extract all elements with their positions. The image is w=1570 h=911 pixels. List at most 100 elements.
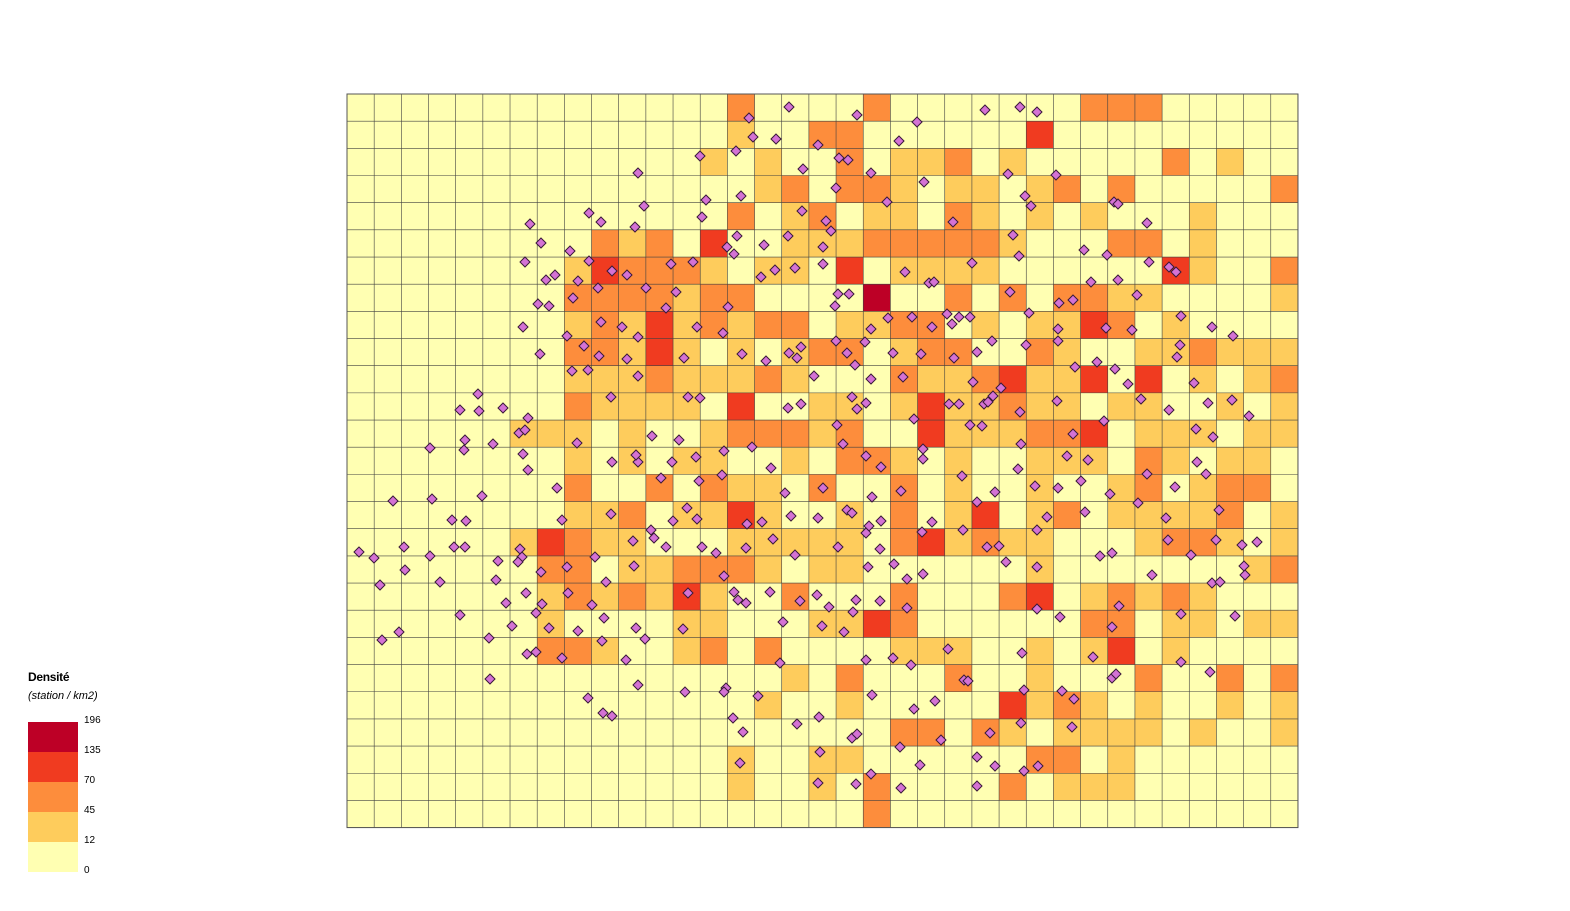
station-marker bbox=[621, 269, 633, 281]
station-marker bbox=[732, 594, 744, 606]
legend-break-0: 0 bbox=[84, 865, 90, 876]
grid-cell bbox=[727, 474, 755, 502]
grid-cell bbox=[347, 610, 375, 638]
station-marker bbox=[865, 768, 877, 780]
grid-cell bbox=[727, 447, 755, 475]
station-marker bbox=[640, 282, 652, 294]
grid-cell bbox=[754, 284, 783, 312]
grid-cell bbox=[673, 229, 701, 258]
grid-cell bbox=[1026, 365, 1054, 394]
station-marker bbox=[728, 586, 740, 598]
station-marker bbox=[589, 551, 601, 563]
station-marker bbox=[667, 515, 679, 527]
grid-cell bbox=[836, 637, 864, 665]
grid-cell bbox=[645, 175, 674, 204]
grid-cell bbox=[1270, 365, 1299, 394]
grid-cell bbox=[1189, 94, 1217, 122]
station-marker bbox=[953, 398, 965, 410]
grid-cell bbox=[1243, 121, 1272, 149]
station-marker bbox=[722, 301, 734, 313]
grid-cell bbox=[401, 583, 429, 611]
grid-cell bbox=[455, 365, 484, 394]
grid-cell bbox=[1162, 447, 1190, 475]
grid-cell bbox=[754, 94, 783, 122]
grid-cell bbox=[401, 175, 429, 204]
grid-cell bbox=[1107, 691, 1136, 720]
station-marker bbox=[632, 331, 644, 343]
station-marker bbox=[1243, 410, 1255, 422]
grid-cell bbox=[673, 175, 701, 204]
grid-cell bbox=[374, 528, 402, 557]
grid-cell bbox=[401, 257, 429, 285]
grid-cell bbox=[1189, 528, 1217, 557]
grid-cell bbox=[618, 121, 647, 149]
grid-cell bbox=[781, 202, 810, 231]
station-marker bbox=[1200, 468, 1212, 480]
station-marker bbox=[1023, 307, 1035, 319]
station-marker bbox=[534, 348, 546, 360]
grid-cell bbox=[1026, 637, 1054, 665]
grid-cell bbox=[944, 610, 973, 638]
station-marker bbox=[917, 453, 929, 465]
station-marker bbox=[673, 434, 685, 446]
station-marker bbox=[1100, 322, 1112, 334]
grid-cell bbox=[428, 94, 457, 122]
station-marker bbox=[399, 564, 411, 576]
grid-cell bbox=[510, 392, 538, 421]
grid-cell bbox=[510, 94, 538, 122]
grid-cell bbox=[836, 202, 864, 231]
station-marker bbox=[1094, 550, 1106, 562]
grid-cell bbox=[1243, 229, 1272, 258]
grid-cell bbox=[1107, 148, 1136, 176]
grid-cell bbox=[808, 338, 837, 367]
grid-cell bbox=[863, 718, 891, 747]
grid-cell bbox=[618, 338, 647, 367]
grid-cell bbox=[1216, 583, 1245, 611]
station-marker bbox=[645, 524, 657, 536]
station-marker bbox=[1204, 666, 1216, 678]
grid-cell bbox=[1216, 637, 1245, 665]
station-marker bbox=[694, 392, 706, 404]
grid-cell bbox=[1243, 257, 1272, 285]
station-marker bbox=[758, 239, 770, 251]
grid-cell bbox=[347, 420, 375, 448]
station-marker bbox=[532, 298, 544, 310]
grid-cell bbox=[1026, 94, 1054, 122]
station-marker bbox=[566, 365, 578, 377]
grid-cell bbox=[564, 447, 592, 475]
station-marker bbox=[1032, 760, 1044, 772]
grid-cell bbox=[1270, 94, 1299, 122]
grid-cell bbox=[836, 229, 864, 258]
grid-cell bbox=[374, 664, 402, 693]
station-marker bbox=[795, 398, 807, 410]
grid-cell bbox=[917, 392, 946, 421]
grid-cell bbox=[808, 800, 837, 828]
grid-cell bbox=[999, 474, 1027, 502]
station-marker bbox=[764, 586, 776, 598]
grid-cell bbox=[645, 392, 674, 421]
grid-cell bbox=[944, 121, 973, 149]
grid-cell bbox=[1270, 773, 1299, 801]
grid-cell bbox=[537, 392, 565, 421]
grid-cell bbox=[700, 773, 728, 801]
grid-cell bbox=[374, 148, 402, 176]
grid-cell bbox=[1080, 583, 1109, 611]
grid-cell bbox=[374, 420, 402, 448]
station-marker bbox=[979, 104, 991, 116]
grid-cell bbox=[1270, 148, 1299, 176]
station-marker bbox=[791, 718, 803, 730]
grid-cell bbox=[428, 664, 457, 693]
grid-cell bbox=[428, 637, 457, 665]
station-marker bbox=[832, 288, 844, 300]
grid-cell bbox=[808, 501, 837, 530]
grid-cell bbox=[510, 664, 538, 693]
grid-cell bbox=[727, 257, 755, 285]
grid-cell bbox=[1162, 420, 1190, 448]
grid-cell bbox=[754, 311, 783, 339]
station-marker bbox=[887, 347, 899, 359]
grid-cell bbox=[482, 202, 511, 231]
grid-cell bbox=[673, 555, 701, 584]
grid-cell bbox=[1270, 175, 1299, 204]
station-marker bbox=[691, 513, 703, 525]
